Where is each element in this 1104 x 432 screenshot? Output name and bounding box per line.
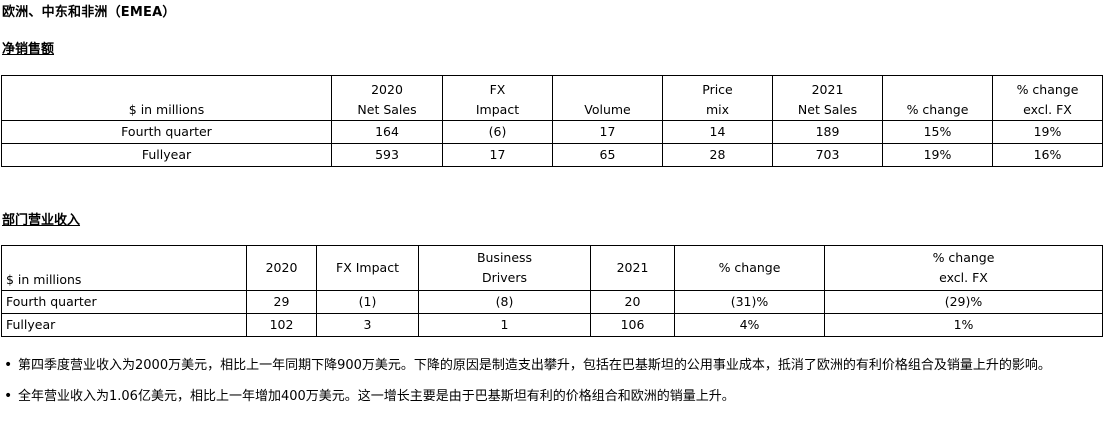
- table-cell: 1%: [824, 313, 1103, 337]
- table-cell: (29)%: [824, 290, 1103, 314]
- table-cell: 17: [442, 143, 553, 167]
- row-label: Fullyear: [1, 143, 332, 167]
- table-cell: (8): [418, 290, 591, 314]
- col-header-2020-net-sales: 2020 Net Sales: [331, 75, 443, 121]
- col-header-pct-change-excl-fx: % change excl. FX: [992, 75, 1103, 121]
- col-header-label: $ in millions: [1, 75, 332, 121]
- net-sales-header-row: $ in millions 2020 Net Sales FX Impact Vol…: [1, 75, 1103, 121]
- table-cell: 1: [418, 313, 591, 337]
- table-cell: (6): [442, 120, 553, 144]
- col-header-2021: 2021: [590, 245, 675, 291]
- col-header-fx-impact: FX Impact: [316, 245, 419, 291]
- segment-header-row: $ in millions 2020 FX Impact Business Dri…: [1, 245, 1103, 291]
- table-cell: 17: [552, 120, 663, 144]
- table-row: Fullyear 102 3 1 106 4% 1%: [1, 313, 1103, 337]
- col-header-volume: Volume: [552, 75, 663, 121]
- col-header-2020: 2020: [246, 245, 317, 291]
- table-cell: 703: [772, 143, 883, 167]
- table-cell: 19%: [992, 120, 1103, 144]
- table-cell: 3: [316, 313, 419, 337]
- table-cell: 20: [590, 290, 675, 314]
- row-label: Fullyear: [1, 313, 247, 337]
- table-cell: 28: [662, 143, 773, 167]
- col-header-pct-change-excl-fx: % change excl. FX: [824, 245, 1103, 291]
- col-header-price-mix: Price mix: [662, 75, 773, 121]
- segment-income-table: $ in millions 2020 FX Impact Business Dri…: [1, 245, 1103, 337]
- col-header-pct-change: % change: [882, 75, 993, 121]
- table-cell: 102: [246, 313, 317, 337]
- col-header-pct-change: % change: [674, 245, 825, 291]
- table-cell: 4%: [674, 313, 825, 337]
- table-cell: 15%: [882, 120, 993, 144]
- table-cell: 16%: [992, 143, 1103, 167]
- table-cell: 189: [772, 120, 883, 144]
- region-title: 欧洲、中东和非洲（EMEA）: [2, 5, 176, 20]
- table-row: Fullyear 593 17 65 28 703 19% 16%: [1, 143, 1103, 167]
- segment-income-section-title: 部门营业收入: [2, 213, 81, 228]
- table-cell: 164: [331, 120, 443, 144]
- table-cell: 106: [590, 313, 675, 337]
- table-cell: (1): [316, 290, 419, 314]
- table-cell: 14: [662, 120, 773, 144]
- table-cell: 19%: [882, 143, 993, 167]
- commentary-list: 第四季度营业收入为2000万美元，相比上一年同期下降900万美元。下降的原因是制…: [0, 354, 1094, 416]
- table-cell: 65: [552, 143, 663, 167]
- list-item: 全年营业收入为1.06亿美元，相比上一年增加400万美元。这一增长主要是由于巴基…: [4, 385, 1094, 408]
- row-label: Fourth quarter: [1, 290, 247, 314]
- table-cell: 593: [331, 143, 443, 167]
- net-sales-table: $ in millions 2020 Net Sales FX Impact Vol…: [1, 75, 1103, 167]
- row-label: Fourth quarter: [1, 120, 332, 144]
- net-sales-section-title: 净销售额: [2, 42, 55, 57]
- col-header-business-drivers: Business Drivers: [418, 245, 591, 291]
- col-header-label: $ in millions: [1, 245, 247, 291]
- table-cell: 29: [246, 290, 317, 314]
- col-header-2021-net-sales: 2021 Net Sales: [772, 75, 883, 121]
- col-header-fx-impact: FX Impact: [442, 75, 553, 121]
- table-row: Fourth quarter 29 (1) (8) 20 (31)% (29)%: [1, 290, 1103, 314]
- table-cell: (31)%: [674, 290, 825, 314]
- table-row: Fourth quarter 164 (6) 17 14 189 15% 19%: [1, 120, 1103, 144]
- list-item: 第四季度营业收入为2000万美元，相比上一年同期下降900万美元。下降的原因是制…: [4, 354, 1094, 377]
